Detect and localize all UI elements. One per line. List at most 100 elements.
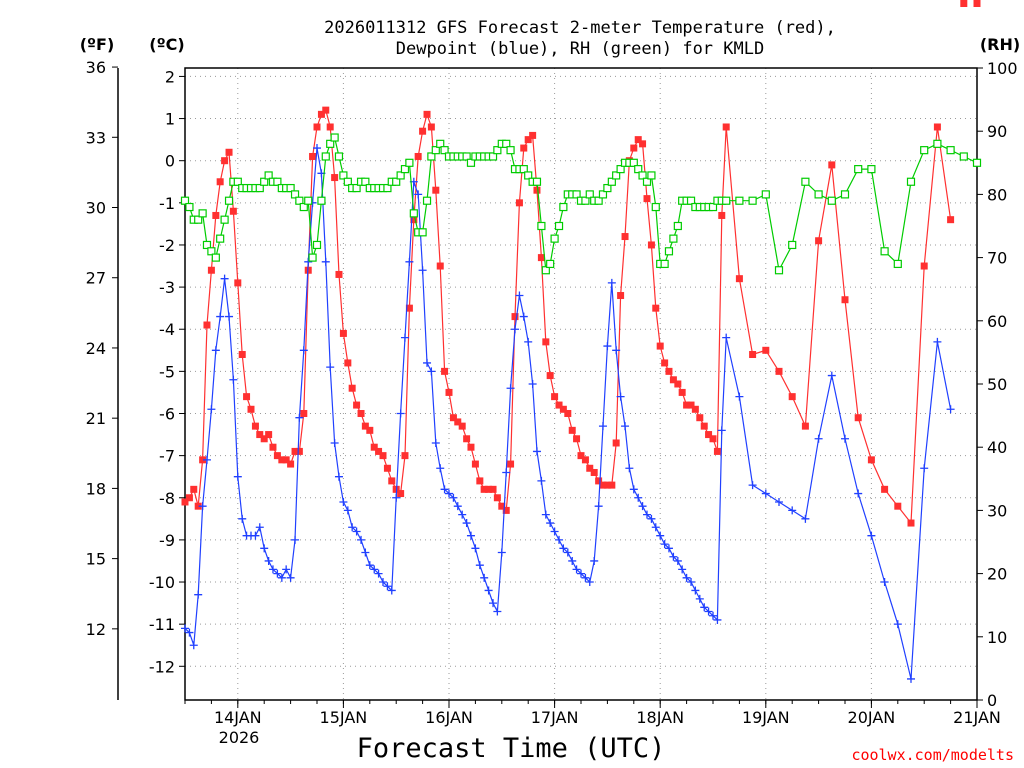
dewpoint-point [669, 552, 678, 561]
rh-point [422, 196, 432, 205]
rh-point [893, 259, 902, 269]
fahrenheit-tick-label: 21 [86, 409, 106, 428]
temperature-point [678, 388, 686, 396]
temperature-point [841, 296, 849, 304]
dewpoint-point [638, 502, 647, 511]
dewpoint-point [603, 342, 612, 351]
rh-point [524, 171, 533, 180]
temperature-point [300, 409, 308, 417]
dewpoint-point [568, 556, 577, 565]
temperature-point [920, 262, 928, 270]
dewpoint-point [625, 464, 634, 473]
temperature-point [445, 388, 453, 396]
dewpoint-point [225, 312, 234, 321]
temperature-line [184, 108, 952, 525]
dewpoint-point [761, 489, 770, 498]
dewpoint-point [713, 615, 722, 624]
dewpoint-point [480, 573, 489, 582]
rh-point [664, 247, 674, 256]
temperature-point [190, 485, 198, 493]
celsius-tick-label: -2 [159, 236, 175, 255]
temperature-point [212, 211, 220, 219]
rh-point [312, 240, 322, 250]
temperature-point [185, 494, 193, 502]
rh-point [519, 165, 528, 174]
temperature-point [493, 494, 501, 502]
temperature-point [894, 502, 902, 510]
temperature-point [788, 393, 796, 401]
temperature-point [221, 157, 229, 165]
dewpoint-point [387, 586, 396, 595]
temperature-point [401, 452, 409, 460]
temperature-point [617, 292, 625, 300]
title-line-1: 2026011312 GFS Forecast 2-meter Temperat… [324, 18, 836, 38]
temperature-point [691, 405, 699, 413]
rh-point [326, 139, 335, 148]
temperature-point [542, 338, 550, 346]
rh-point [946, 146, 955, 155]
rh-point [330, 133, 339, 142]
dewpoint-point [502, 468, 511, 477]
dewpoint-point [392, 493, 401, 502]
rh-point [502, 139, 511, 148]
rh-tick-label: 20 [987, 565, 1007, 584]
rh-point [880, 247, 889, 256]
temperature-point [674, 380, 682, 388]
temperature-point [507, 460, 515, 468]
dewpoint-point [453, 502, 462, 511]
celsius-tick-label: -10 [149, 573, 175, 592]
dewpoint-point [295, 413, 304, 422]
rh-point [286, 183, 295, 193]
dewpoint-point [268, 565, 277, 574]
temperature-point [313, 123, 321, 131]
dewpoint-point [189, 641, 198, 650]
celsius-tick-label: -3 [159, 278, 175, 297]
fahrenheit-tick-label: 27 [86, 269, 106, 288]
dewpoint-point [691, 586, 700, 595]
dewpoint-point [370, 565, 379, 574]
rh-point [867, 165, 876, 174]
temperature-point [467, 443, 475, 451]
dewpoint-point [211, 346, 220, 355]
temperature-point [427, 123, 435, 131]
dewpoint-point [555, 535, 564, 544]
dewpoint-point [348, 523, 357, 532]
temperature-point [718, 211, 726, 219]
temperature-point [485, 485, 493, 493]
temperature-point [665, 367, 673, 375]
x-tick-label: 15JAN [320, 708, 368, 727]
x-tick-label: 16JAN [425, 708, 473, 727]
rh-point [581, 196, 590, 205]
dewpoint-point [466, 531, 475, 540]
plot-frame [184, 67, 978, 701]
dewpoint-point [515, 291, 524, 300]
rh-point [638, 171, 647, 180]
temperature-point [317, 110, 325, 118]
rh-point [541, 266, 550, 275]
dewpoint-point [709, 611, 717, 620]
dewpoint-point [497, 548, 506, 557]
temperature-point [207, 266, 215, 274]
dewpoint-point [528, 380, 537, 388]
rh-point [550, 234, 559, 243]
dewpoint-point [471, 544, 480, 553]
rh-point [642, 177, 652, 186]
celsius-tick-label: -4 [159, 320, 175, 339]
rh-point [466, 158, 476, 167]
temperature-point [630, 144, 638, 152]
dewpoint-point [202, 455, 211, 464]
temperature-point [709, 435, 717, 443]
temperature-point [225, 148, 233, 156]
rh-point [361, 177, 370, 186]
temperature-point [269, 443, 277, 451]
temperature-point [502, 506, 510, 514]
temperature-point [436, 262, 444, 270]
temperature-point [700, 422, 708, 430]
temperature-point [652, 304, 660, 312]
dewpoint-point [634, 493, 643, 502]
rh-tick-label: 30 [987, 501, 1007, 520]
temperature-point [555, 401, 563, 409]
dewpoint-point [282, 565, 291, 574]
dewpoint-point [647, 514, 656, 523]
rh-point [264, 171, 273, 180]
